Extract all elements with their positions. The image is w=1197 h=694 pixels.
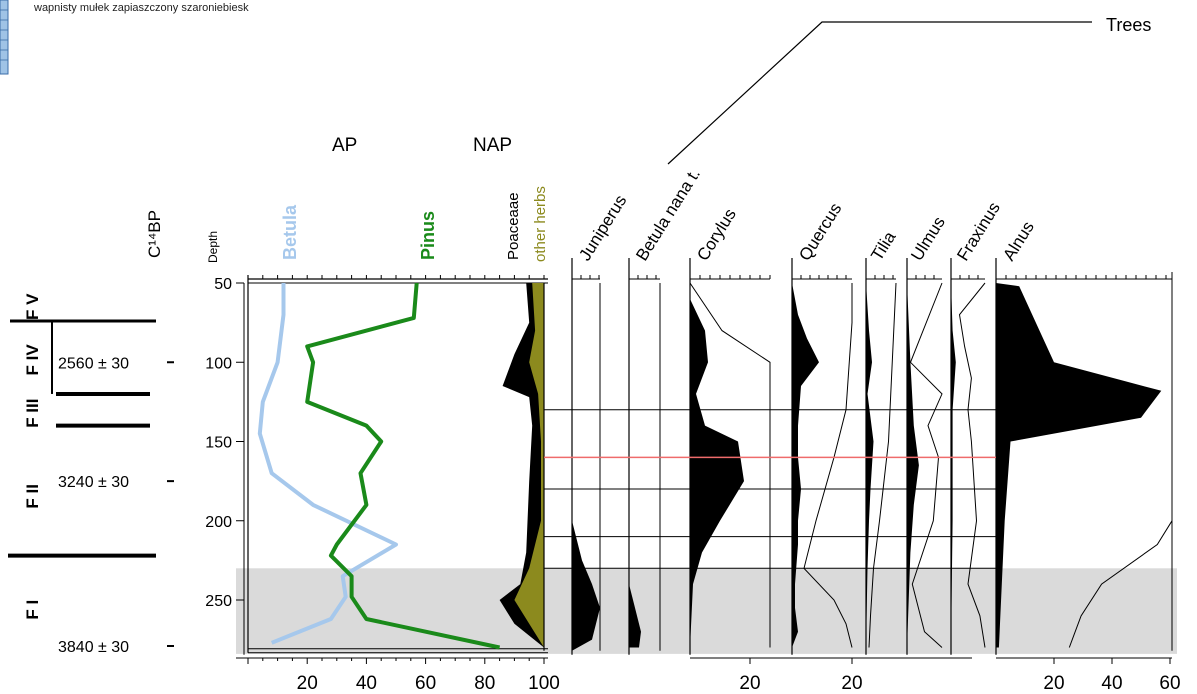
depth-tick-label: 150 (205, 435, 232, 452)
trees-bracket-line (667, 21, 1092, 165)
depth-axis: 50 100 150 200 250 (205, 276, 245, 655)
taxon-label: Quercus (795, 200, 845, 265)
quercus-area (792, 283, 819, 648)
taxon-label: other herbs (532, 186, 549, 262)
taxon-label: Poaceaae (505, 192, 522, 260)
sample-shading (236, 568, 1177, 654)
pinus-line (305, 282, 501, 650)
taxon-label: Corylus (693, 205, 740, 264)
alnus-tick-label: 20 (1043, 673, 1064, 694)
date-column: 2560 ± 30 3240 ± 30 3840 ± 30 (58, 355, 174, 656)
diagram-panels (247, 258, 1173, 655)
nap-header: NAP (473, 135, 512, 156)
juniperus-area (572, 520, 600, 651)
taxon-label: Tilia (867, 228, 900, 264)
quercus-exaggeration-line (803, 283, 853, 648)
taxon-label: Betula (280, 204, 300, 260)
trees-group-label: Trees (1106, 15, 1151, 35)
corylus-tick-label: 20 (739, 673, 760, 694)
corylus-area (690, 283, 744, 648)
legend-swatch (0, 0, 9, 75)
date-label: 3840 ± 30 (58, 639, 129, 656)
horizon-lines (544, 409, 1000, 569)
ulmus-area (907, 283, 919, 648)
corylus-exaggeration-line (689, 282, 771, 648)
depth-axis-label: Depth (206, 231, 220, 263)
depth-tick-label: 200 (205, 514, 232, 531)
betula-nana-t--area (629, 584, 641, 648)
date-label: 2560 ± 30 (58, 355, 129, 372)
zone-label: F I (23, 600, 42, 620)
zone-label: F V (23, 293, 42, 320)
shaded-interval (236, 568, 1177, 654)
ap-tick-label: 80 (474, 673, 495, 694)
depth-tick-label: 50 (214, 276, 232, 293)
zone-label: F IV (23, 344, 42, 376)
other-herbs-area (514, 283, 544, 648)
ap-header: AP (332, 135, 357, 156)
taxon-label: Pinus (418, 211, 438, 260)
alnus-tick-label: 40 (1101, 673, 1122, 694)
taxon-label: Fraxinus (953, 199, 1004, 264)
taxon-label: Ulmus (907, 213, 949, 264)
zone-label: F III (23, 399, 42, 428)
fraxinus-exaggeration-line (958, 282, 986, 648)
date-label: 3240 ± 30 (58, 474, 129, 491)
zone-column: F V F IV F III F II F I (8, 293, 156, 620)
tilia-area (866, 283, 874, 648)
alnus-tick-label: 60 (1159, 673, 1180, 694)
ap-tick-label: 20 (297, 673, 318, 694)
c14-label: C¹⁴BP (145, 210, 164, 258)
zone-label: F II (23, 484, 42, 509)
taxon-label: Alnus (999, 218, 1038, 264)
legend-caption: wapnisty mułek zapiaszczony szaroniebies… (33, 2, 249, 14)
taxon-labels: Betula Pinus Poaceaae other herbs Juniperus B… (280, 165, 1038, 264)
ap-tick-label: 100 (528, 673, 560, 694)
ap-tick-label: 60 (415, 673, 436, 694)
taxon-label: Betula nana t. (632, 165, 704, 264)
quercus-tick-label: 20 (841, 673, 862, 694)
depth-tick-label: 250 (205, 593, 232, 610)
percentage-axis: 20 40 60 80 100 20 20 20 40 60 (236, 657, 1181, 694)
tilia-exaggeration-line (868, 282, 897, 648)
taxon-label: Juniperus (575, 192, 630, 265)
fraxinus-area (951, 283, 956, 648)
betula-line (257, 283, 398, 645)
alnus-area (996, 283, 1162, 648)
ap-tick-label: 40 (356, 673, 377, 694)
depth-tick-label: 100 (205, 355, 232, 372)
